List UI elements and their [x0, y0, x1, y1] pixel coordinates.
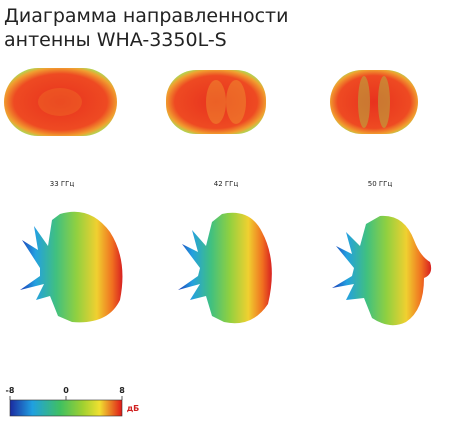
title-line: Диаграмма направленности	[4, 5, 288, 27]
pattern-side	[332, 215, 432, 326]
pattern-top	[4, 68, 117, 136]
colorbar-unit: дБ	[127, 404, 140, 413]
pattern-top	[166, 70, 266, 134]
side-patterns	[20, 211, 432, 326]
panel-label: 33 ГГц	[50, 180, 75, 188]
colorbar-tick-label: -8	[6, 386, 15, 395]
pattern-side	[178, 212, 272, 324]
colorbar	[9, 399, 123, 417]
colorbar-tick-label: 8	[119, 386, 125, 395]
colorbar-ticks: -8 0 8	[6, 386, 125, 400]
top-patterns	[4, 68, 418, 136]
pattern-side	[20, 211, 123, 323]
title-line: антенны WHA-3350L-S	[4, 29, 227, 51]
pattern-top	[330, 70, 418, 134]
panel-label: 50 ГГц	[368, 180, 393, 188]
panel-label: 42 ГГц	[214, 180, 239, 188]
colorbar-tick-label: 0	[63, 386, 69, 395]
